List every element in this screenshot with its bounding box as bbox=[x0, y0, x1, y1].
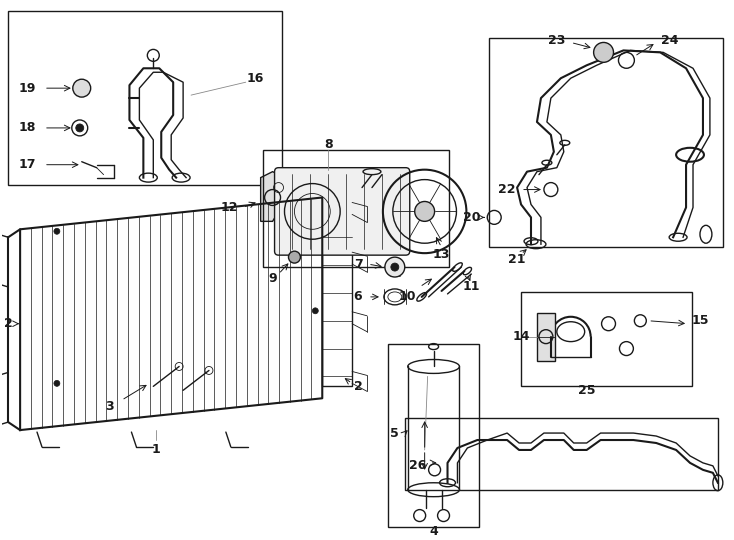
Text: 24: 24 bbox=[661, 34, 679, 47]
Text: 15: 15 bbox=[691, 314, 709, 327]
Circle shape bbox=[54, 380, 60, 386]
Circle shape bbox=[313, 308, 319, 314]
Circle shape bbox=[594, 43, 614, 62]
Text: 4: 4 bbox=[429, 525, 438, 538]
Text: 20: 20 bbox=[462, 211, 480, 224]
Text: 23: 23 bbox=[548, 34, 565, 47]
Text: 3: 3 bbox=[105, 400, 114, 413]
Bar bbox=[388, 343, 479, 528]
Text: 9: 9 bbox=[268, 273, 277, 286]
Bar bbox=[521, 292, 692, 386]
Text: 2: 2 bbox=[4, 317, 12, 330]
Bar bbox=[537, 313, 555, 361]
Text: 26: 26 bbox=[409, 460, 426, 472]
Text: 19: 19 bbox=[18, 82, 36, 94]
Text: 2: 2 bbox=[354, 380, 363, 393]
Text: 16: 16 bbox=[247, 72, 264, 85]
Circle shape bbox=[54, 228, 60, 234]
Bar bbox=[263, 150, 449, 267]
Circle shape bbox=[390, 263, 399, 271]
Text: 14: 14 bbox=[512, 330, 530, 343]
Text: 22: 22 bbox=[498, 183, 516, 196]
Text: 5: 5 bbox=[390, 427, 399, 440]
Circle shape bbox=[76, 124, 84, 132]
Text: 18: 18 bbox=[18, 122, 36, 134]
Text: 12: 12 bbox=[220, 201, 238, 214]
FancyBboxPatch shape bbox=[275, 168, 410, 255]
Bar bbox=[322, 207, 352, 386]
Text: 11: 11 bbox=[462, 280, 480, 293]
Text: 6: 6 bbox=[354, 291, 363, 303]
Bar bbox=[8, 11, 282, 185]
Text: 10: 10 bbox=[399, 291, 416, 303]
Text: 17: 17 bbox=[18, 158, 36, 171]
Circle shape bbox=[73, 79, 91, 97]
Text: 1: 1 bbox=[152, 443, 161, 456]
Text: 25: 25 bbox=[578, 384, 595, 397]
Circle shape bbox=[415, 201, 435, 221]
Circle shape bbox=[385, 257, 404, 277]
Text: 8: 8 bbox=[324, 138, 333, 151]
Bar bbox=[404, 418, 718, 490]
Circle shape bbox=[288, 251, 300, 263]
Polygon shape bbox=[261, 172, 292, 221]
Text: 13: 13 bbox=[433, 248, 450, 261]
Bar bbox=[490, 38, 723, 247]
Text: 21: 21 bbox=[509, 253, 526, 266]
Text: 7: 7 bbox=[354, 258, 363, 271]
